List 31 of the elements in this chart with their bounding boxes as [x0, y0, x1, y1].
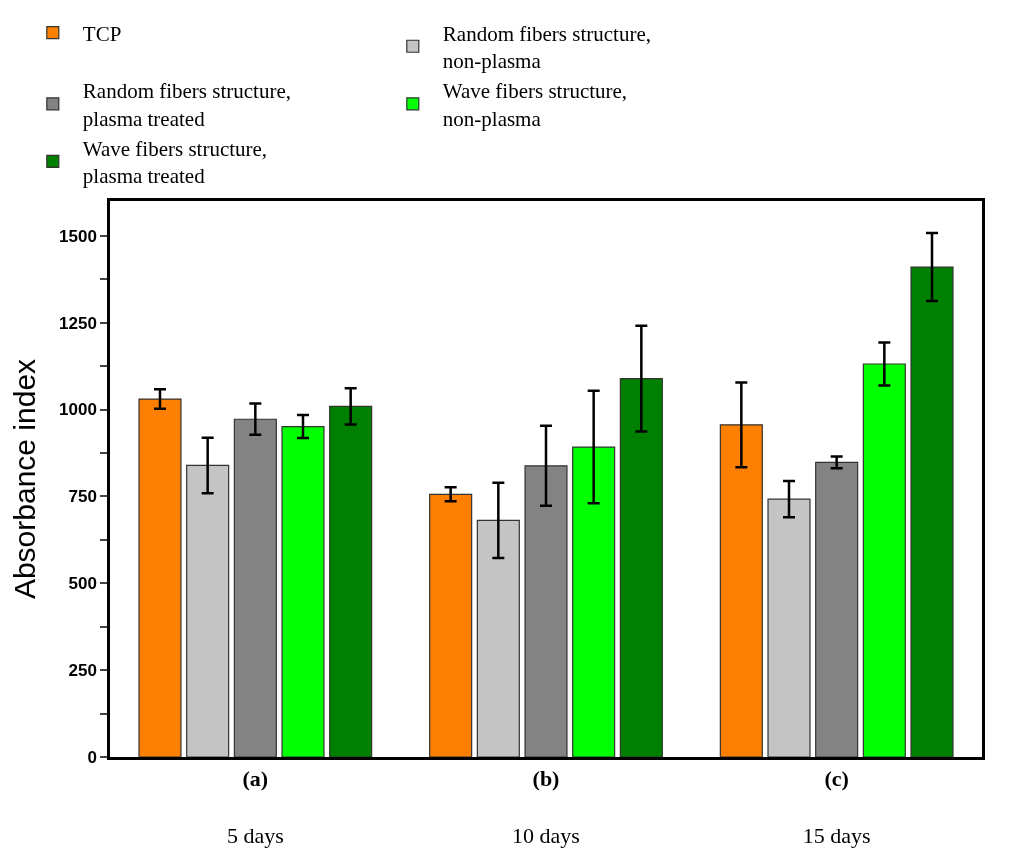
y-tick-label: 750 — [68, 487, 97, 507]
bar — [524, 465, 568, 757]
y-tick-label: 1500 — [59, 226, 97, 246]
bar — [767, 498, 811, 757]
bar — [476, 519, 520, 757]
category-label: (c) 15 days — [802, 766, 871, 849]
bar — [138, 398, 182, 757]
bar — [233, 418, 277, 757]
y-tick-label: 0 — [87, 747, 97, 767]
bar — [862, 363, 906, 757]
bar — [186, 464, 230, 757]
bar — [719, 424, 763, 757]
bar — [910, 266, 954, 757]
bar — [815, 461, 859, 757]
y-tick-label: 1250 — [59, 313, 97, 333]
legend-label: Random fibers structure, non-plasma — [442, 21, 651, 74]
y-tick-label: 250 — [68, 661, 97, 681]
y-axis-title: Absorbance index — [8, 358, 42, 600]
category-label: (a) 5 days — [226, 766, 284, 849]
y-tick-label: 500 — [68, 574, 97, 594]
legend-label: Wave fibers structure, non-plasma — [442, 79, 628, 131]
legend-label: Random fibers structure, plasma treated — [82, 79, 291, 131]
y-tick-label: 1000 — [59, 400, 97, 420]
bar — [619, 377, 663, 757]
bar — [281, 425, 325, 757]
legend-label: Wave fibers structure, plasma treated — [82, 136, 268, 189]
bar — [572, 446, 616, 757]
bar — [429, 493, 473, 757]
bar — [329, 405, 373, 757]
category-label: (b) 10 days — [512, 766, 580, 849]
legend-label: TCP — [82, 21, 122, 46]
